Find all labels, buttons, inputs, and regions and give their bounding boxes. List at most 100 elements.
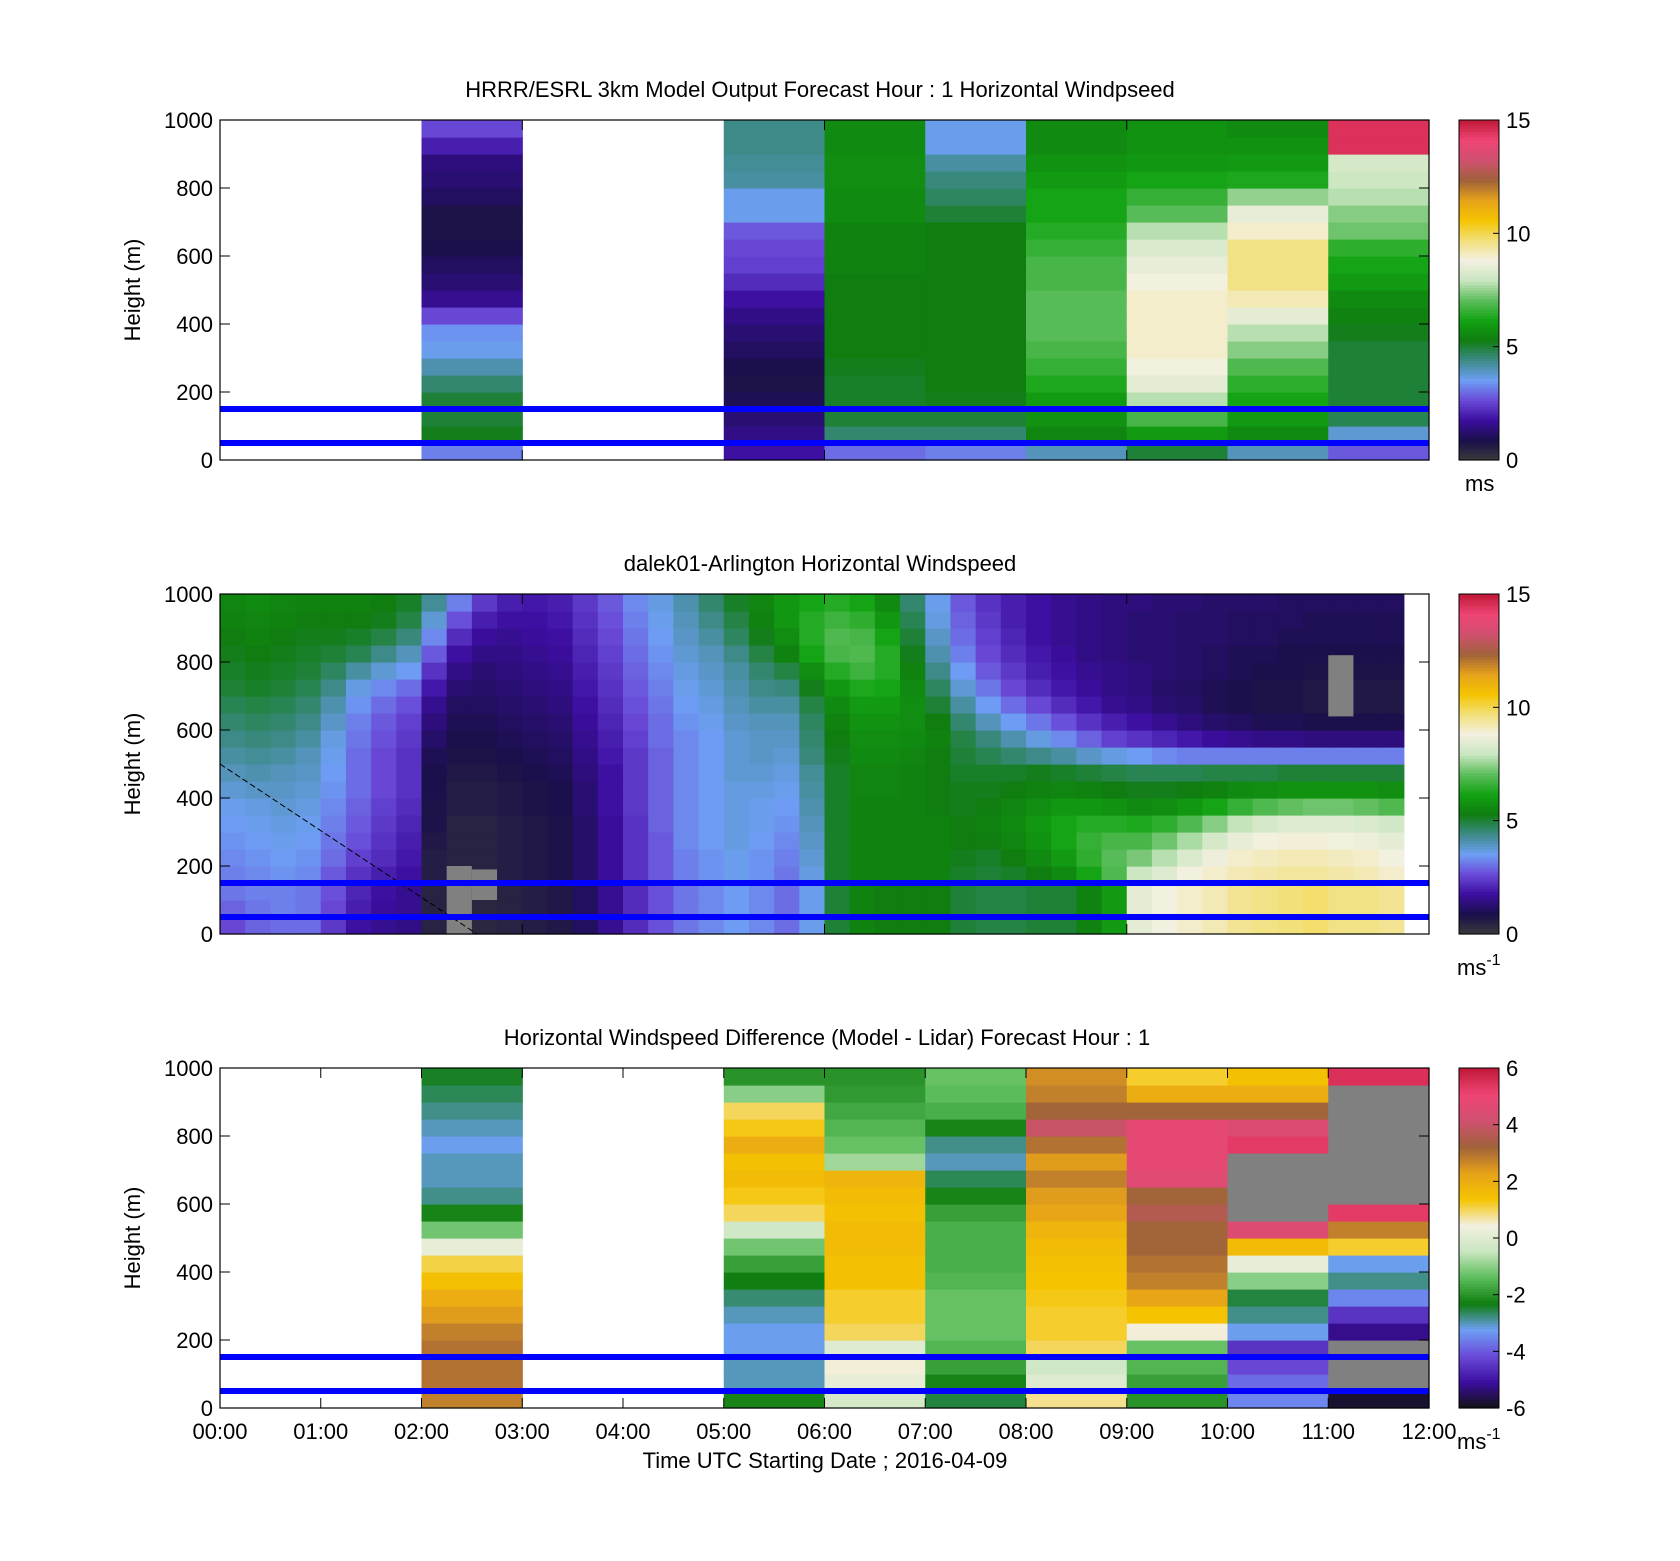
heatmap-cell [1328, 1187, 1430, 1205]
heatmap-cell [1252, 662, 1279, 680]
heatmap-cell [1051, 747, 1077, 765]
colorbar-swatch [1459, 420, 1499, 424]
heatmap-cell [799, 645, 826, 663]
heatmap-cell [774, 696, 800, 714]
heatmap-cell [774, 900, 800, 918]
y-tick-label: 800 [176, 176, 213, 201]
heatmap-cell [1051, 832, 1077, 850]
heatmap-cell [1378, 917, 1405, 935]
colorbar-swatch [1459, 324, 1499, 328]
heatmap-cell [421, 256, 523, 274]
heatmap-cell [547, 917, 574, 935]
heatmap-cell [925, 764, 952, 782]
heatmap-cell [925, 866, 952, 884]
heatmap-cell [874, 764, 901, 782]
colorbar-swatch [1459, 837, 1499, 842]
heatmap-cell [1151, 917, 1178, 935]
colorbar-swatch [1459, 704, 1499, 708]
colorbar-swatch [1459, 1303, 1499, 1307]
colorbar-swatch [1459, 866, 1499, 870]
colorbar-swatch [1459, 806, 1499, 810]
heatmap-cell [874, 730, 901, 748]
heatmap-cell [925, 426, 1027, 444]
heatmap-cell [421, 392, 523, 410]
heatmap-cell [220, 832, 246, 850]
heatmap-cell [1151, 747, 1178, 765]
heatmap-cell [471, 628, 498, 646]
heatmap-cell [471, 849, 498, 867]
panel-model-title: HRRR/ESRL 3km Model Output Forecast Hour… [465, 77, 1175, 102]
heatmap-cell [1328, 1289, 1430, 1307]
heatmap-cell [1151, 594, 1178, 612]
heatmap-cell [748, 679, 775, 697]
heatmap-cell [723, 1221, 826, 1239]
heatmap-cell [497, 866, 523, 884]
heatmap-cell [345, 679, 372, 697]
heatmap-cell [320, 594, 347, 612]
y-tick-label: 600 [176, 718, 213, 743]
heatmap-cell [925, 1391, 1027, 1409]
heatmap-cell [446, 849, 473, 867]
colorbar-swatch [1459, 176, 1499, 181]
colorbar-swatch [1459, 1357, 1499, 1361]
heatmap-cell [1353, 730, 1380, 748]
heatmap-cell [1227, 798, 1254, 816]
heatmap-cell [623, 900, 649, 918]
colorbar-swatch [1459, 1147, 1499, 1151]
panel-difference-x-ticks: 00:00 01:00 02:00 03:00 04:00 05:00 06:00 07:00… [192, 1068, 1457, 1444]
colorbar-swatch [1459, 732, 1499, 737]
heatmap-cell [874, 917, 901, 935]
heatmap-cell [950, 781, 977, 799]
heatmap-cell [925, 1289, 1027, 1307]
heatmap-cell [673, 781, 700, 799]
heatmap-cell [673, 849, 700, 867]
heatmap-cell [1328, 1068, 1430, 1086]
heatmap-cell [623, 883, 649, 901]
heatmap-cell [1101, 917, 1128, 935]
heatmap-cell [547, 781, 574, 799]
heatmap-cell [950, 628, 977, 646]
heatmap-cell [396, 849, 423, 867]
heatmap-cell [1051, 679, 1077, 697]
heatmap-cell [421, 1221, 523, 1239]
heatmap-cell [748, 696, 775, 714]
colorbar-swatch [1459, 295, 1499, 300]
heatmap-cell [1101, 781, 1128, 799]
heatmap-cell [1252, 900, 1279, 918]
heatmap-cell [925, 188, 1027, 206]
colorbar-tick-label: 0 [1506, 922, 1518, 947]
heatmap-cell [723, 358, 826, 376]
heatmap-cell [925, 392, 1027, 410]
heatmap-cell [824, 1323, 926, 1341]
heatmap-cell [1026, 832, 1052, 850]
heatmap-cell [1353, 849, 1380, 867]
heatmap-cell [723, 120, 826, 138]
heatmap-cell [1227, 239, 1329, 257]
colorbar-swatch [1459, 142, 1499, 147]
heatmap-cell [497, 696, 523, 714]
heatmap-cell [1177, 883, 1203, 901]
heatmap-cell [1026, 205, 1128, 223]
heatmap-cell [1328, 239, 1430, 257]
heatmap-cell [824, 883, 851, 901]
heatmap-cell [824, 1306, 926, 1324]
colorbar-swatch [1459, 596, 1499, 601]
heatmap-cell [975, 730, 1002, 748]
heatmap-cell [698, 713, 725, 731]
colorbar-swatch [1459, 1263, 1499, 1267]
heatmap-cell [1026, 1238, 1128, 1256]
heatmap-cell [1126, 205, 1229, 223]
heatmap-cell [1026, 900, 1052, 918]
x-tick-label: 05:00 [696, 1419, 751, 1444]
colorbar-swatch [1459, 786, 1499, 791]
colorbar-swatch [1459, 800, 1499, 805]
heatmap-cell [421, 696, 448, 714]
colorbar-swatch [1459, 877, 1499, 881]
colorbar-swatch [1459, 1195, 1499, 1199]
heatmap-cell [1151, 900, 1178, 918]
heatmap-cell [1126, 1272, 1229, 1290]
heatmap-cell [1378, 696, 1405, 714]
heatmap-cell [723, 1255, 826, 1273]
colorbar-swatch [1459, 122, 1499, 127]
